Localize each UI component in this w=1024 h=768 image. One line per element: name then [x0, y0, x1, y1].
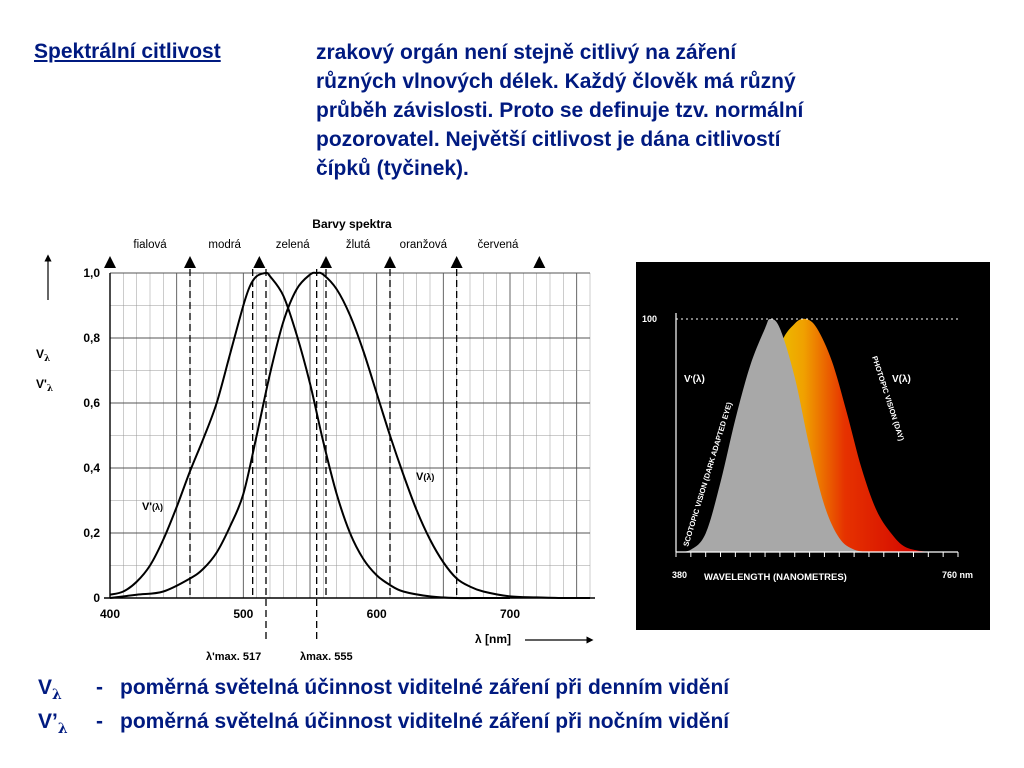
chart-title: Barvy spektra — [312, 217, 392, 231]
color-marker-triangle — [384, 256, 396, 268]
description-line: pozorovatel. Největší citlivost je dána … — [316, 128, 781, 151]
description-line: zrakový orgán není stejně citlivý na zář… — [316, 41, 737, 64]
y-tick-100: 100 — [642, 314, 657, 324]
legend-day: Vλ - poměrná světelná účinnost viditelné z… — [38, 676, 730, 704]
y-tick-label: 1,0 — [83, 266, 100, 280]
photopic-symbol: V(λ) — [892, 374, 911, 385]
description-line: různých vlnových délek. Každý člověk má … — [316, 70, 796, 93]
curve-photopic — [109, 271, 591, 600]
scotopic-curve-label: V'(λ) — [142, 501, 163, 513]
color-label: oranžová — [400, 239, 448, 251]
color-marker-triangle — [253, 256, 266, 268]
y-tick-label: 0,6 — [83, 396, 100, 410]
photopic-curve-label: V(λ) — [416, 471, 434, 483]
color-marker-triangle — [184, 256, 196, 268]
color-marker-triangle — [533, 256, 546, 268]
photopic-peak-label: λmax. 555 — [300, 651, 353, 663]
color-marker-triangle — [104, 256, 116, 268]
x-tick-label: 400 — [100, 607, 120, 621]
legend-symbol: V’λ — [38, 710, 68, 738]
x-axis-label: λ [nm] — [475, 632, 511, 646]
x-axis-label: WAVELENGTH (NANOMETRES) — [704, 572, 847, 583]
y-tick-label: 0,4 — [83, 461, 100, 475]
description-line: čípků (tyčinek). — [316, 157, 469, 180]
description-line: průběh závislosti. Proto se definuje tzv… — [316, 99, 804, 122]
y-axis-label-v: Vλ — [36, 347, 50, 364]
legend-night: V’λ - poměrná světelná účinnost viditelné … — [38, 710, 730, 738]
curve-scotopic — [109, 271, 510, 600]
photopic-scotopic-chart: 400 500 600 700 0 0,2 0,4 0,6 0,8 1,0 fialová modrá… — [36, 217, 595, 663]
scotopic-area — [676, 318, 869, 552]
legend-text: poměrná světelná účinnost viditelné záře… — [120, 676, 730, 699]
color-marker-triangle — [450, 256, 463, 268]
color-marker-triangle — [320, 256, 332, 268]
color-label: červená — [478, 239, 520, 251]
color-label: zelená — [276, 239, 310, 251]
y-tick-label: 0,8 — [83, 331, 100, 345]
description: zrakový orgán není stejně citlivý na zář… — [316, 38, 1006, 183]
legend-symbol: Vλ — [38, 676, 62, 704]
term-title: Spektrální citlivost — [34, 40, 221, 63]
legend-text: poměrná světelná účinnost viditelné záře… — [120, 710, 730, 733]
x-tick-760: 760 nm — [942, 570, 973, 580]
scotopic-peak-label: λ'max. 517 — [206, 651, 261, 663]
x-tick-label: 600 — [367, 607, 387, 621]
x-tick-label: 500 — [233, 607, 253, 621]
vision-area-chart: 100 380 760 nm WAVELENGTH (NANOMETRES) V… — [636, 262, 990, 630]
x-tick-label: 700 — [500, 607, 520, 621]
color-label: modrá — [208, 239, 241, 251]
x-tick-380: 380 — [672, 570, 687, 580]
color-label: žlutá — [346, 239, 371, 251]
color-label: fialová — [133, 239, 167, 251]
y-tick-label: 0 — [93, 591, 100, 605]
y-tick-label: 0,2 — [83, 526, 100, 540]
y-axis-label-vprime: V'λ — [36, 377, 53, 394]
scotopic-symbol: V'(λ) — [684, 374, 705, 385]
